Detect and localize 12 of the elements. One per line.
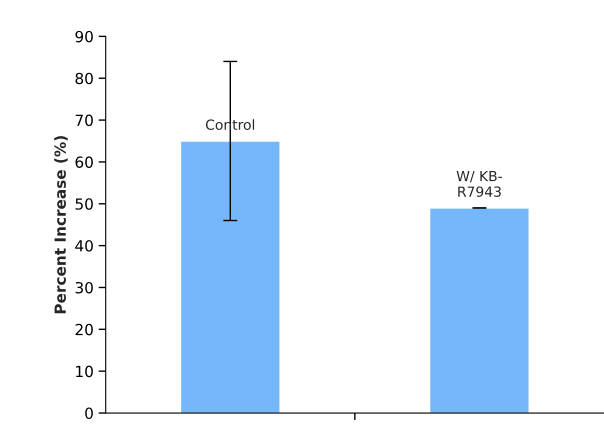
y-tick-label: 40 [75,240,93,252]
y-tick-label: 70 [76,114,93,126]
y-axis-title: Percent Increase (%) [54,136,68,314]
y-tick-label: 20 [76,324,93,336]
y-tick-label: 50 [76,198,93,210]
y-tick-label: 0 [85,407,93,420]
y-tick-label: 80 [75,72,93,84]
y-tick-label: 30 [76,282,93,294]
y-tick-label: 60 [76,156,93,168]
x-tick-label: W/ KB-R7943 [456,171,502,197]
y-tick-label: 90 [75,30,93,42]
y-tick-label: 10 [76,366,93,378]
